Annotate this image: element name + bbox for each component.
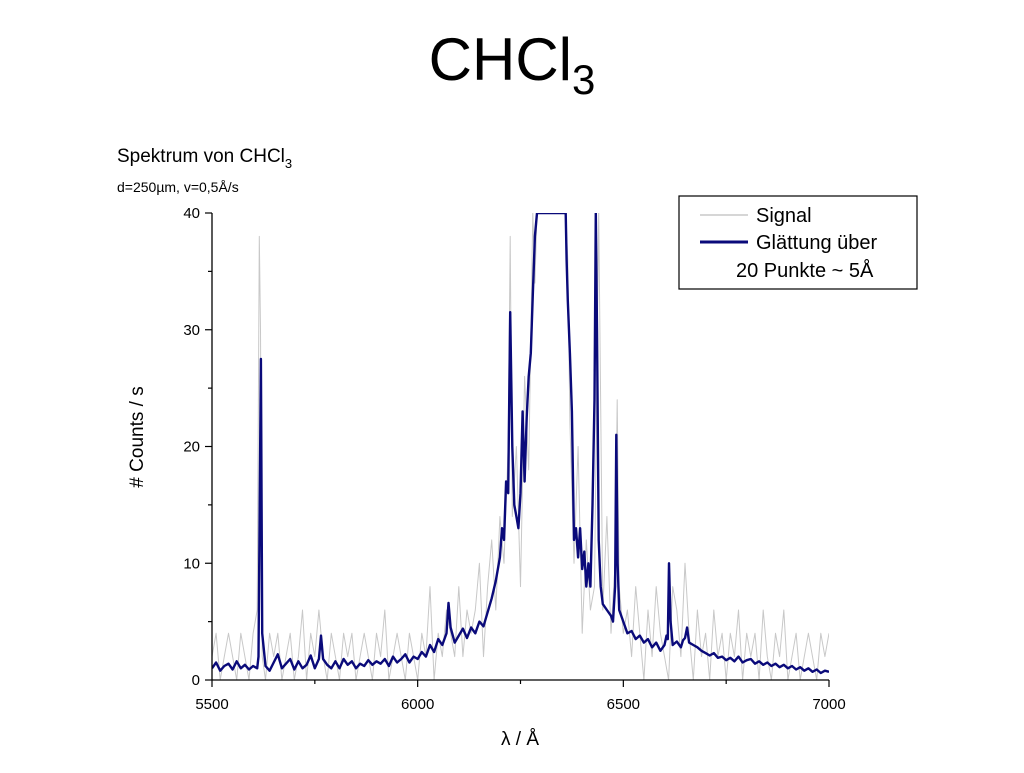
x-tick-label: 6500 <box>607 696 640 713</box>
x-axis-label: λ / Å <box>501 729 539 750</box>
legend-smoothed-label: Glättung über <box>756 232 878 254</box>
legend: Signal Glättung über 20 Punkte ~ 5Å <box>678 195 918 290</box>
series-line-smoothed <box>212 213 829 675</box>
legend-smoothed-label-line2: 20 Punkte ~ 5Å <box>736 259 874 282</box>
slide-title: CHCl3 <box>0 30 1024 101</box>
x-tick-label: 7000 <box>812 696 845 713</box>
y-tick-label: 40 <box>183 205 200 222</box>
legend-signal-label: Signal <box>756 205 812 227</box>
x-tick-label: 6000 <box>401 696 434 713</box>
y-tick-label: 30 <box>183 322 200 339</box>
series-layer <box>212 213 829 680</box>
x-tick-label: 5500 <box>195 696 228 713</box>
y-tick-label: 10 <box>183 555 200 572</box>
y-tick-label: 0 <box>192 672 200 689</box>
y-tick-label: 20 <box>183 439 200 456</box>
y-axis-label: # Counts / s <box>127 386 148 487</box>
slide-title-text: CHCl <box>428 26 572 93</box>
slide-title-subscript: 3 <box>571 56 596 103</box>
chart-title-main: Spektrum von CHCl <box>117 146 285 167</box>
chart-title: Spektrum von CHCl3 <box>117 146 292 171</box>
axes-layer: 0 10 20 30 40 5500 6000 6500 7000 <box>183 205 845 713</box>
chart-title-subscript: 3 <box>285 156 292 171</box>
chart-subtitle: d=250µm, v=0,5Å/s <box>117 179 239 195</box>
